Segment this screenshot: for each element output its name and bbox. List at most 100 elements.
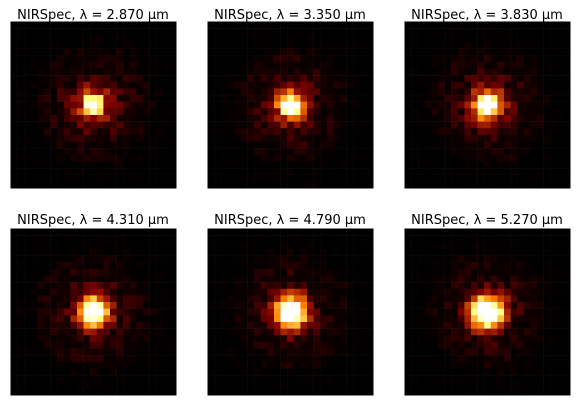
heatmap-cell — [247, 328, 255, 336]
heatmap-cell — [50, 28, 58, 36]
heatmap-cell — [523, 75, 531, 83]
heatmap-cell — [333, 262, 341, 270]
heatmap-cell — [504, 101, 511, 109]
heatmap-cell — [214, 35, 222, 43]
heatmap-cell — [366, 275, 374, 283]
heatmap-cell — [227, 262, 235, 270]
heatmap-cell — [418, 255, 426, 263]
heatmap-cell — [418, 308, 426, 316]
heatmap-cell — [129, 328, 137, 336]
heatmap-cell — [37, 328, 45, 336]
heatmap-cell — [90, 355, 98, 363]
heatmap-cell — [227, 308, 235, 316]
heatmap-cell — [523, 95, 531, 102]
heatmap-cell — [346, 55, 354, 63]
heatmap-cell — [405, 375, 412, 382]
heatmap-cell — [326, 154, 334, 162]
heatmap-cell — [477, 28, 485, 36]
heatmap-cell — [169, 288, 177, 296]
heatmap-cell — [90, 368, 98, 376]
heatmap-cell — [451, 55, 459, 63]
heatmap-cell — [411, 302, 419, 309]
heatmap-cell — [24, 388, 32, 396]
heatmap-cell — [431, 88, 439, 96]
heatmap-cell — [366, 288, 374, 296]
heatmap-cell — [543, 95, 551, 102]
heatmap-cell — [90, 128, 98, 136]
heatmap-cell — [110, 154, 117, 162]
heatmap-cell — [30, 68, 38, 76]
heatmap-cell — [418, 154, 426, 162]
heatmap-cell — [123, 282, 131, 290]
heatmap-cell — [214, 361, 222, 369]
heatmap-cell — [254, 81, 262, 89]
heatmap-cell — [444, 61, 452, 69]
heatmap-cell — [307, 308, 314, 316]
heatmap-cell — [497, 168, 505, 175]
heatmap-cell — [267, 308, 275, 316]
heatmap-cell — [254, 368, 262, 376]
heatmap-cell — [44, 381, 51, 389]
heatmap-cell — [70, 148, 78, 156]
heatmap-cell — [274, 361, 281, 369]
heatmap-cell — [405, 161, 412, 169]
heatmap-cell — [431, 121, 439, 129]
heatmap-cell — [326, 61, 334, 69]
heatmap-cell — [17, 341, 25, 349]
heatmap-cell — [418, 375, 426, 382]
heatmap-cell — [234, 361, 242, 369]
heatmap-cell — [44, 75, 51, 83]
heatmap-cell — [366, 375, 374, 382]
heatmap-cell — [411, 134, 419, 142]
heatmap-cell — [116, 174, 124, 182]
heatmap-cell — [227, 174, 235, 182]
heatmap-cell — [484, 335, 492, 343]
heatmap-cell — [346, 302, 354, 309]
heatmap-cell — [50, 181, 58, 189]
heatmap-cell — [464, 121, 472, 129]
heatmap-cell — [110, 348, 117, 356]
heatmap-cell — [30, 114, 38, 122]
heatmap-cell — [221, 381, 229, 389]
heatmap-cell — [254, 148, 262, 156]
heatmap-cell — [247, 375, 255, 382]
heatmap-cell — [83, 229, 91, 236]
heatmap-cell — [411, 242, 419, 250]
heatmap-cell — [484, 108, 492, 116]
heatmap-cell — [517, 28, 525, 36]
heatmap-cell — [260, 28, 268, 36]
heatmap-cell — [497, 28, 505, 36]
heatmap-cell — [30, 75, 38, 83]
heatmap-cell — [366, 248, 374, 256]
heatmap-cell — [169, 88, 177, 96]
heatmap-cell — [457, 75, 465, 83]
heatmap-cell — [418, 141, 426, 149]
heatmap-cell — [359, 255, 367, 263]
heatmap-cell — [366, 121, 374, 129]
heatmap-cell — [530, 95, 538, 102]
heatmap-cell — [366, 75, 374, 83]
heatmap-cell — [438, 108, 445, 116]
heatmap-cell — [287, 108, 295, 116]
heatmap-cell — [490, 282, 498, 290]
heatmap-cell — [497, 308, 505, 316]
heatmap-cell — [471, 229, 478, 236]
heatmap-cell — [11, 181, 18, 189]
heatmap-cell — [340, 121, 347, 129]
heatmap-cell — [307, 55, 314, 63]
heatmap-cell — [11, 35, 18, 43]
heatmap-cell — [530, 248, 538, 256]
heatmap-cell — [431, 335, 439, 343]
heatmap-cell — [353, 181, 361, 189]
heatmap-cell — [471, 361, 478, 369]
heatmap-cell — [221, 141, 229, 149]
heatmap-cell — [247, 348, 255, 356]
heatmap-cell — [37, 121, 45, 129]
heatmap-cell — [70, 381, 78, 389]
heatmap-cell — [37, 41, 45, 49]
heatmap-cell — [418, 388, 426, 396]
heatmap-cell — [320, 328, 328, 336]
heatmap-cell — [103, 114, 111, 122]
heatmap-cell — [50, 308, 58, 316]
heatmap-cell — [517, 235, 525, 243]
